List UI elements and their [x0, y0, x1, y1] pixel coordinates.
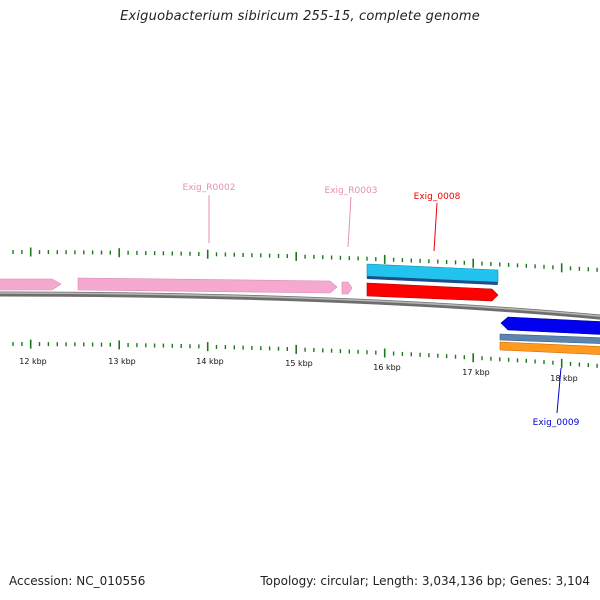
cds-feature-steel[interactable]	[499, 333, 600, 344]
outer-tick-track	[12, 247, 598, 273]
reverse-strand-features	[499, 316, 600, 355]
cds-feature-exig-0009[interactable]	[500, 316, 600, 335]
scale-label-18kbp: 18 kbp	[550, 374, 578, 383]
scale-label-16kbp: 16 kbp	[373, 363, 401, 372]
gene-callouts: Exig_R0002 Exig_R0003 Exig_0008 Exig_000…	[183, 183, 580, 428]
callout-line-exig-0009	[556, 367, 562, 414]
accession-text: Accession: NC_010556	[9, 574, 146, 588]
forward-strand-features	[0, 263, 499, 302]
genome-backbone-highlight	[0, 292, 600, 317]
scale-label-17kbp: 17 kbp	[462, 368, 490, 377]
gene-label-exig-r0003[interactable]: Exig_R0003	[325, 186, 378, 196]
genome-summary-text: Topology: circular; Length: 3,034,136 bp…	[260, 574, 590, 588]
inner-tick-track	[12, 339, 598, 368]
rna-feature-exig-r0002[interactable]	[77, 277, 338, 294]
scale-labels: 12 kbp 13 kbp 14 kbp 15 kbp 16 kbp 17 kb…	[19, 357, 578, 383]
gene-label-exig-0008[interactable]: Exig_0008	[414, 192, 461, 202]
map-title: Exiguobacterium sibiricum 255-15, comple…	[120, 9, 480, 24]
cds-feature-cyan-shadow	[366, 275, 498, 285]
cds-feature-orange[interactable]	[499, 341, 600, 355]
scale-label-15kbp: 15 kbp	[285, 359, 313, 368]
gene-label-exig-0009[interactable]: Exig_0009	[533, 418, 580, 428]
gene-label-exig-r0002[interactable]: Exig_R0002	[183, 183, 236, 193]
genome-backbone	[0, 291, 600, 320]
rna-feature-exig-r0003[interactable]	[341, 281, 353, 295]
rna-feature-exig-r0001[interactable]	[0, 278, 62, 291]
scale-label-14kbp: 14 kbp	[196, 357, 224, 366]
callout-line-exig-0008	[433, 202, 438, 252]
cds-feature-exig-0008[interactable]	[366, 282, 499, 302]
scale-label-12kbp: 12 kbp	[19, 357, 47, 366]
scale-label-13kbp: 13 kbp	[108, 357, 136, 366]
callout-line-exig-r0003	[347, 196, 352, 248]
